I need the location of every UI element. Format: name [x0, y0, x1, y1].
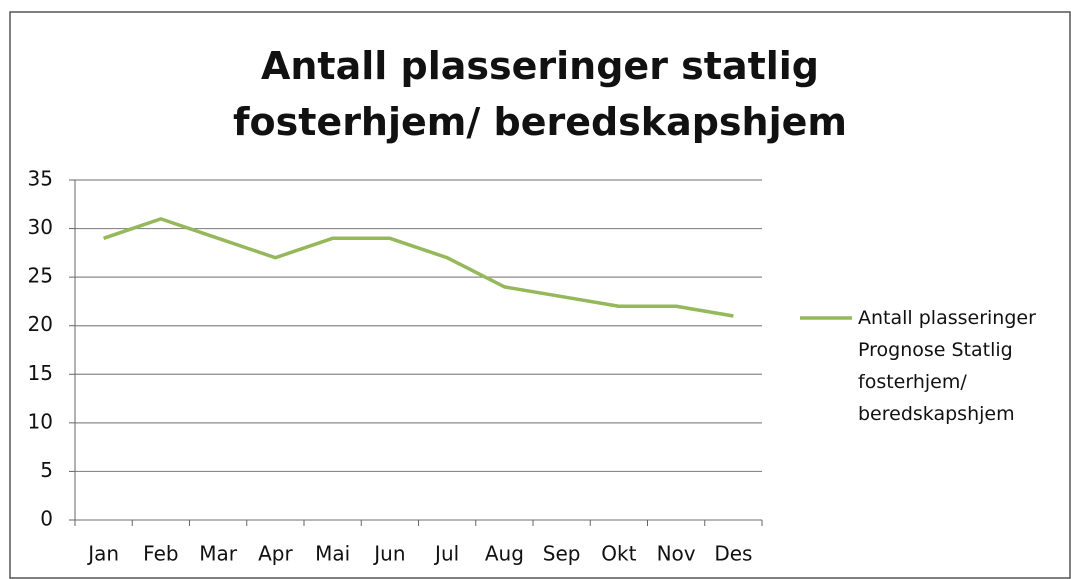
- y-tick-label: 30: [28, 215, 53, 239]
- y-tick-label: 5: [40, 458, 53, 482]
- y-tick-label: 10: [28, 409, 53, 433]
- y-tick-label: 20: [28, 312, 53, 336]
- x-tick-label: Apr: [258, 542, 293, 566]
- x-tick-label: Nov: [657, 542, 696, 566]
- frame: [9, 11, 1071, 579]
- series-line: [103, 217, 734, 318]
- x-tick-label: Mar: [199, 542, 238, 566]
- y-tick-label: 0: [40, 507, 53, 531]
- x-tick-label: Mai: [315, 542, 350, 566]
- y-tick-label: 25: [28, 264, 53, 288]
- y-tick-label: 35: [28, 167, 53, 191]
- x-tick-label: Jan: [86, 542, 119, 566]
- x-tick-label: Sep: [543, 542, 581, 566]
- y-tick-label: 15: [28, 361, 53, 385]
- legend-label: Antall plasseringer Prognose Statlig fos…: [858, 307, 1036, 425]
- x-tick-label: Aug: [485, 542, 524, 566]
- x-tick-label: Okt: [601, 542, 636, 566]
- x-tick-label: Jun: [372, 542, 405, 566]
- x-tick-label: Jul: [433, 542, 459, 566]
- chart-title: Antall plasseringer statlig fosterhjem/ …: [233, 44, 847, 144]
- x-tick-label: Feb: [143, 542, 178, 566]
- x-tick-label: Des: [714, 542, 752, 566]
